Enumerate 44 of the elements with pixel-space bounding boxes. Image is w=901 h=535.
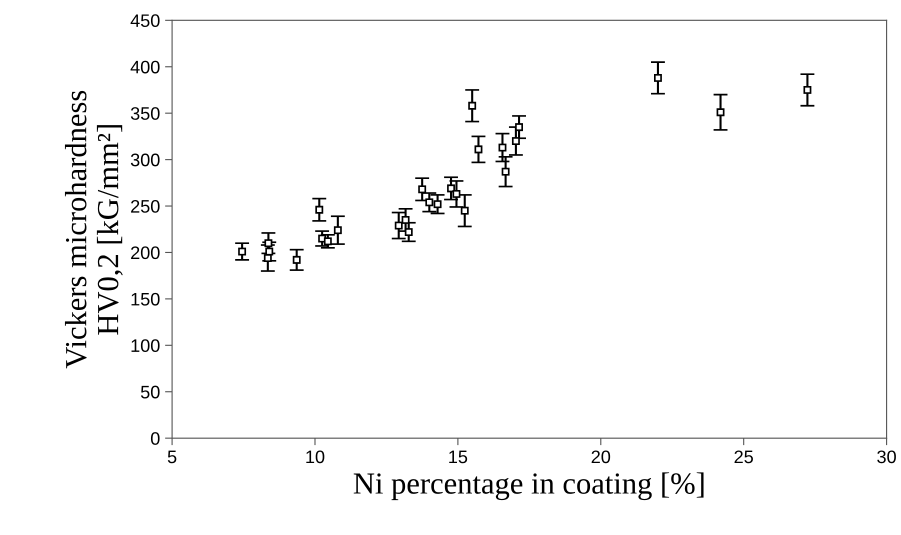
y-tick-label: 100	[132, 339, 160, 352]
x-tick-label: 10	[306, 450, 324, 464]
point	[292, 256, 301, 264]
y-tick-label: 400	[130, 60, 160, 74]
x-axis-title: Ni percentage in coating [%]	[354, 472, 704, 500]
point	[334, 226, 342, 234]
y-tick-label: 50	[140, 386, 160, 398]
point	[515, 123, 524, 132]
x-tick-label: 25	[734, 450, 753, 464]
point	[425, 198, 434, 206]
point	[402, 216, 410, 224]
point	[238, 248, 246, 256]
point	[264, 254, 272, 262]
x-tick-label: 20	[592, 450, 610, 464]
point	[474, 145, 482, 154]
point	[324, 237, 332, 246]
point	[460, 206, 469, 215]
point	[264, 239, 272, 248]
point	[502, 168, 510, 176]
point	[318, 234, 326, 242]
point	[394, 222, 403, 230]
point	[418, 185, 426, 194]
point	[315, 206, 324, 214]
y-axis-title: Vickers microhardness HV0,2 [kG/mm²]	[64, 90, 123, 368]
point	[716, 108, 724, 116]
point	[654, 74, 662, 82]
y-tick-label: 150	[132, 292, 160, 306]
point	[498, 144, 506, 152]
point	[468, 102, 476, 110]
x-tick-label: 5	[168, 450, 176, 464]
y-tick-label: 350	[130, 107, 160, 120]
y-tick-label: 450	[130, 14, 160, 28]
y-tick-label: 300	[130, 154, 160, 166]
point	[512, 137, 520, 145]
y-tick-label: 0	[150, 432, 160, 445]
y-tick-label: 200	[131, 246, 160, 260]
point	[452, 190, 460, 198]
point	[803, 86, 812, 94]
x-tick-label: 15	[449, 450, 468, 464]
x-tick-label: 30	[877, 450, 896, 464]
point	[447, 184, 455, 192]
point	[404, 228, 413, 236]
point	[434, 200, 442, 208]
y-tick-label: 250	[131, 200, 160, 213]
